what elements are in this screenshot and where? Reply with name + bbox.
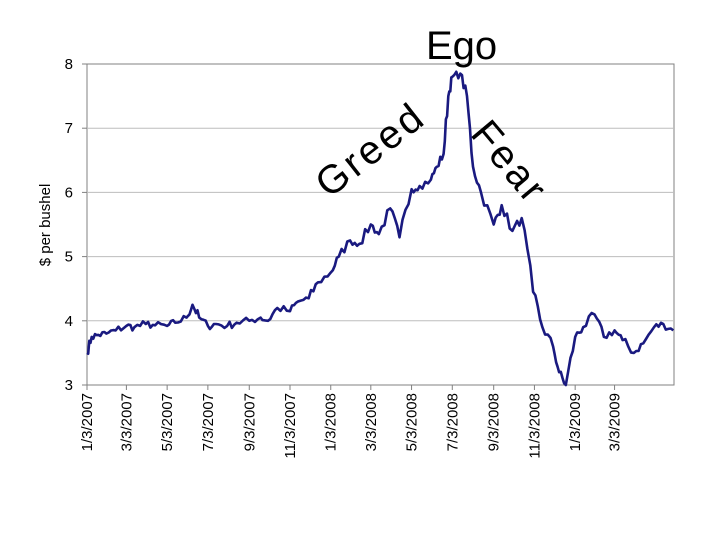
x-tick-label: 1/3/2008	[323, 393, 340, 451]
y-tick-label: 7	[65, 120, 73, 137]
x-tick-label: 3/3/2009	[607, 393, 624, 451]
y-axis-label: $ per bushel	[37, 184, 54, 267]
y-tick-label: 3	[65, 377, 73, 394]
y-tick-label: 5	[65, 249, 73, 266]
y-axis: 3 4 5 6 7 8	[65, 56, 87, 394]
x-tick-label: 1/3/2007	[79, 393, 96, 451]
plot-area	[86, 63, 675, 386]
x-tick-label: 3/3/2007	[118, 393, 135, 451]
x-tick-label: 9/3/2008	[486, 393, 503, 451]
x-tick-label: 5/3/2008	[404, 393, 421, 451]
y-tick-label: 4	[65, 313, 73, 330]
x-tick-label: 11/3/2007	[282, 393, 299, 459]
gridlines	[87, 127, 674, 322]
x-tick-label: 7/3/2007	[200, 393, 217, 451]
x-tick-label: 5/3/2007	[159, 393, 176, 451]
x-tick-label: 9/3/2007	[241, 393, 258, 451]
x-tick-label: 11/3/2008	[526, 393, 543, 459]
series-line	[86, 70, 675, 387]
x-tick-label: 7/3/2008	[444, 393, 461, 451]
y-tick-label: 6	[65, 184, 73, 201]
x-tick-label: 3/3/2008	[363, 393, 380, 451]
x-tick-label: 1/3/2009	[567, 393, 584, 451]
y-tick-label: 8	[65, 56, 73, 73]
x-axis: 1/3/2007 3/3/2007 5/3/2007 7/3/2007 9/3/2007…	[79, 385, 624, 459]
annotation-ego: Ego	[426, 24, 498, 68]
